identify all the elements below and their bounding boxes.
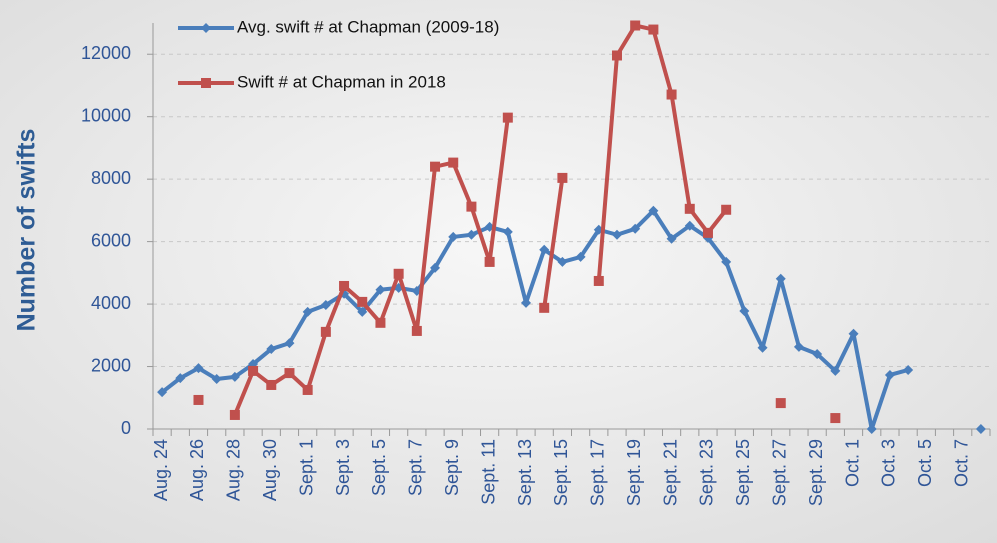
data-point <box>394 269 404 279</box>
x-tick-label: Sept. 1 <box>296 439 316 496</box>
data-point <box>284 368 294 378</box>
data-point <box>339 281 349 291</box>
data-point <box>667 90 677 100</box>
data-point <box>230 410 240 420</box>
data-point <box>539 303 549 313</box>
x-tick-label: Sept. 15 <box>551 439 571 506</box>
x-tick-label: Sept. 5 <box>369 439 389 496</box>
page: {"chart_data": {"type": "line", "y_label… <box>0 0 997 543</box>
x-tick-label: Sept. 19 <box>624 439 644 506</box>
y-tick-label: 8000 <box>91 168 131 188</box>
x-tick-label: Sept. 11 <box>478 439 498 505</box>
x-tick-label: Sept. 3 <box>333 439 353 496</box>
chart: Number of swifts 0 2000 4000 6000 8000 10000 1… <box>0 0 997 543</box>
x-tick-label: Oct. 3 <box>879 439 899 487</box>
x-tick-label: Sept. 27 <box>770 439 790 506</box>
x-tick-label: Sept. 23 <box>697 439 717 506</box>
y-tick-label: 12000 <box>81 43 131 63</box>
data-point <box>685 204 695 214</box>
data-point <box>193 395 203 405</box>
legend-label: Avg. swift # at Chapman (2009-18) <box>237 17 499 36</box>
y-tick-label: 4000 <box>91 293 131 313</box>
data-point <box>248 366 258 376</box>
data-point <box>466 202 476 212</box>
data-point <box>703 228 713 238</box>
data-point <box>357 297 367 307</box>
legend-label: Swift # at Chapman in 2018 <box>237 72 446 91</box>
x-tick-label: Oct. 5 <box>915 439 935 487</box>
x-tick-label: Sept. 17 <box>588 439 608 506</box>
data-point <box>503 113 513 123</box>
data-point <box>448 158 458 168</box>
data-point <box>557 173 567 183</box>
data-point <box>648 25 658 35</box>
x-tick-label: Sept. 13 <box>515 439 535 506</box>
y-tick-label: 6000 <box>91 230 131 250</box>
data-point <box>776 398 786 408</box>
y-tick-label: 2000 <box>91 355 131 375</box>
data-point <box>412 326 422 336</box>
data-point <box>594 276 604 286</box>
x-tick-label: Oct. 7 <box>951 439 971 487</box>
y-tick-label: 0 <box>121 418 131 438</box>
x-tick-label: Oct. 1 <box>842 439 862 487</box>
data-point <box>430 162 440 172</box>
x-tick-label: Sept. 29 <box>806 439 826 506</box>
x-tick-label: Aug. 26 <box>187 439 207 501</box>
legend-marker <box>201 78 211 88</box>
x-tick-label: Aug. 30 <box>260 439 280 501</box>
y-axis-label: Number of swifts <box>13 129 41 332</box>
y-tick-label: 10000 <box>81 105 131 125</box>
data-point <box>303 385 313 395</box>
data-point <box>721 205 731 215</box>
data-point <box>266 380 276 390</box>
data-point <box>375 318 385 328</box>
x-tick-label: Sept. 25 <box>733 439 753 506</box>
x-tick-label: Aug. 28 <box>224 439 244 501</box>
data-point <box>830 413 840 423</box>
data-point <box>612 50 622 60</box>
data-point <box>630 20 640 30</box>
x-tick-label: Sept. 21 <box>660 439 680 506</box>
data-point <box>321 327 331 337</box>
data-point <box>485 257 495 267</box>
x-tick-label: Sept. 7 <box>406 439 426 496</box>
x-tick-label: Aug. 24 <box>151 439 171 501</box>
x-tick-label: Sept. 9 <box>442 439 462 496</box>
